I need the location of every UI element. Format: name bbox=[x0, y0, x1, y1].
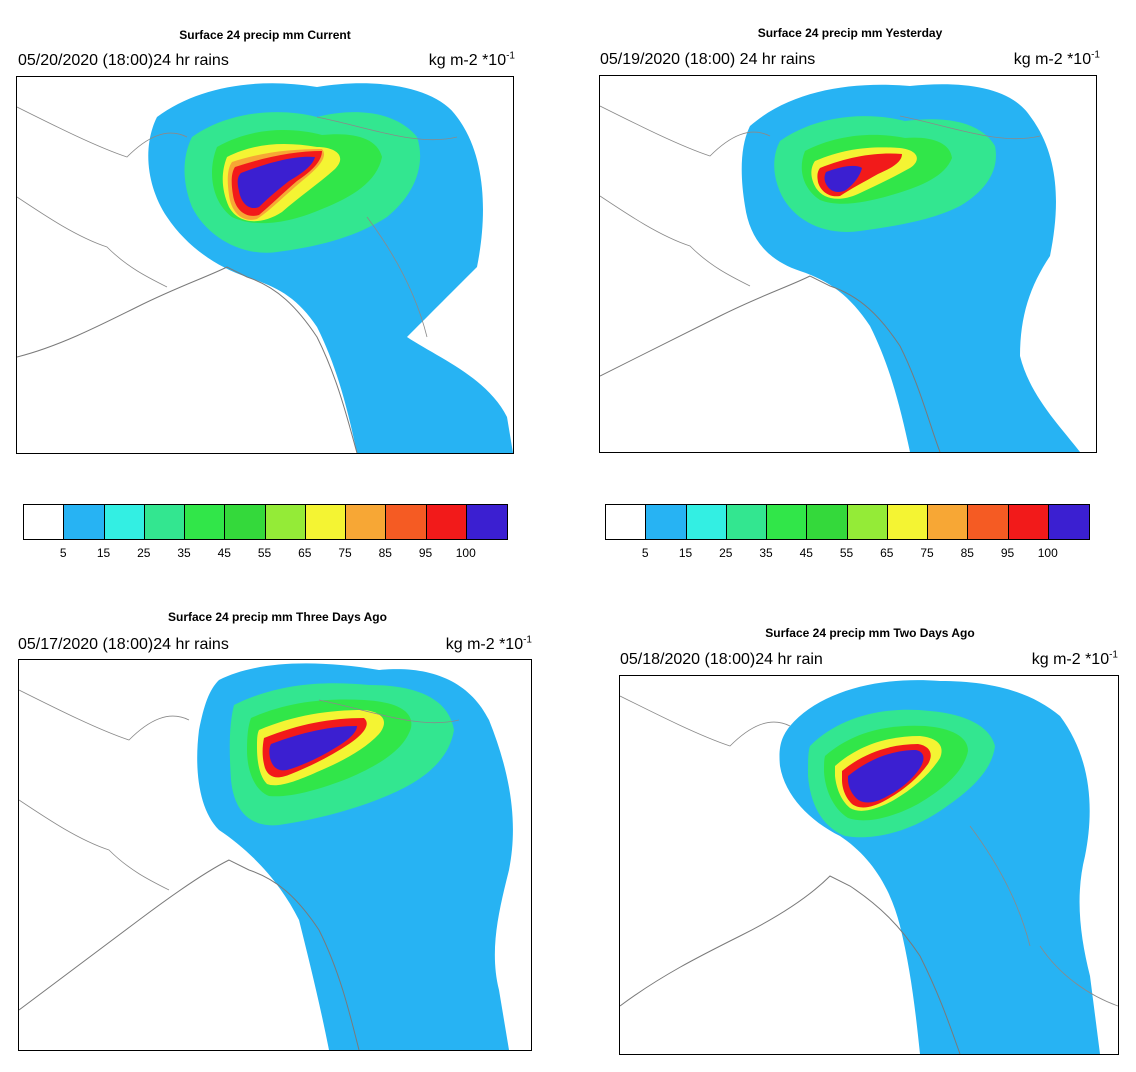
date-label: 05/19/2020 (18:00) 24 hr rains bbox=[600, 51, 816, 68]
colorbar-swatch bbox=[847, 505, 888, 539]
colorbar-swatch bbox=[426, 505, 467, 539]
colorbar-tick-label: 55 bbox=[839, 546, 854, 560]
precip-map-svg bbox=[19, 663, 513, 1050]
colorbar-ticks: 5 15 25 35 45 55 65 75 85 95 100 bbox=[23, 546, 506, 562]
border-line bbox=[600, 105, 1041, 287]
colorbar-swatch bbox=[104, 505, 145, 539]
panel-title: Surface 24 precip mm Current bbox=[179, 28, 351, 42]
colorbar-tick-label: 95 bbox=[1000, 546, 1015, 560]
date-label: 05/17/2020 (18:00)24 hr rains bbox=[18, 636, 229, 653]
precip-map-svg bbox=[600, 84, 1080, 452]
rain-area-100 bbox=[824, 165, 862, 192]
border-line bbox=[19, 689, 460, 891]
units-label: kg m-2 *10-1 bbox=[1031, 649, 1118, 668]
colorbar-tick-label: 15 bbox=[678, 546, 693, 560]
colorbar-swatch bbox=[726, 505, 767, 539]
colorbar-tick-label: 65 bbox=[880, 546, 894, 560]
colorbar bbox=[605, 504, 1090, 540]
colorbar-swatch bbox=[185, 505, 226, 539]
colorbar-tick-label: 85 bbox=[960, 546, 974, 560]
colorbar-tick-label: 45 bbox=[799, 546, 813, 560]
date-label: 05/18/2020 (18:00)24 hr rain bbox=[620, 651, 823, 668]
colorbar-swatch bbox=[807, 505, 848, 539]
colorbar-swatch bbox=[928, 505, 969, 539]
coastline bbox=[620, 875, 961, 1054]
precip-map bbox=[619, 675, 1119, 1055]
colorbar-swatch bbox=[144, 505, 185, 539]
coastline bbox=[19, 859, 360, 1050]
colorbar-swatch bbox=[64, 505, 105, 539]
colorbar-swatch bbox=[646, 505, 687, 539]
colorbar bbox=[23, 504, 508, 540]
colorbar-tick-label: 15 bbox=[96, 546, 111, 560]
colorbar-tick-label: 25 bbox=[719, 546, 733, 560]
precip-map bbox=[18, 659, 532, 1051]
colorbar-tick-label: 100 bbox=[1037, 546, 1058, 560]
rain-area-100 bbox=[269, 726, 357, 771]
colorbar-swatch bbox=[1048, 505, 1089, 539]
colorbar-swatch bbox=[1008, 505, 1049, 539]
colorbar-ticks: 5 15 25 35 45 55 65 75 85 95 100 bbox=[605, 546, 1088, 562]
panel-title: Surface 24 precip mm Three Days Ago bbox=[168, 610, 387, 624]
date-label: 05/20/2020 (18:00)24 hr rains bbox=[18, 52, 229, 69]
border-line bbox=[17, 106, 458, 338]
colorbar-swatch bbox=[305, 505, 346, 539]
colorbar-tick-label: 35 bbox=[759, 546, 773, 560]
panel-title: Surface 24 precip mm Two Days Ago bbox=[765, 626, 975, 640]
colorbar-tick-label: 75 bbox=[920, 546, 934, 560]
coastline bbox=[600, 275, 941, 452]
precip-map bbox=[599, 75, 1097, 453]
colorbar-swatch bbox=[265, 505, 306, 539]
colorbar-swatch bbox=[968, 505, 1009, 539]
colorbar-swatch bbox=[466, 505, 507, 539]
panel-title: Surface 24 precip mm Yesterday bbox=[757, 26, 943, 40]
units-label: kg m-2 *10-1 bbox=[445, 634, 532, 653]
border-line bbox=[620, 695, 1118, 1007]
colorbar-tick-label: 5 bbox=[59, 546, 67, 560]
units-label: kg m-2 *10-1 bbox=[428, 50, 515, 69]
rain-area-100 bbox=[848, 750, 924, 803]
colorbar-swatch bbox=[887, 505, 928, 539]
colorbar-swatch bbox=[386, 505, 427, 539]
rain-area-100 bbox=[237, 156, 315, 209]
colorbar-tick-label: 45 bbox=[217, 546, 231, 560]
colorbar-tick-label: 25 bbox=[137, 546, 151, 560]
units-label: kg m-2 *10-1 bbox=[1013, 49, 1100, 68]
colorbar-tick-label: 100 bbox=[455, 546, 476, 560]
colorbar-swatch bbox=[767, 505, 808, 539]
coastline bbox=[17, 266, 358, 453]
precip-map bbox=[16, 76, 514, 454]
colorbar-tick-label: 65 bbox=[298, 546, 312, 560]
colorbar-tick-label: 5 bbox=[641, 546, 649, 560]
colorbar-swatch bbox=[606, 505, 647, 539]
colorbar-tick-label: 75 bbox=[338, 546, 352, 560]
colorbar-swatch bbox=[225, 505, 266, 539]
colorbar-swatch bbox=[346, 505, 387, 539]
colorbar-swatch bbox=[686, 505, 727, 539]
colorbar-tick-label: 85 bbox=[378, 546, 392, 560]
colorbar-tick-label: 55 bbox=[257, 546, 272, 560]
precip-map-svg bbox=[17, 83, 513, 453]
colorbar-swatch bbox=[24, 505, 65, 539]
precip-map-svg bbox=[620, 680, 1118, 1054]
colorbar-tick-label: 35 bbox=[177, 546, 191, 560]
colorbar-tick-label: 95 bbox=[418, 546, 433, 560]
